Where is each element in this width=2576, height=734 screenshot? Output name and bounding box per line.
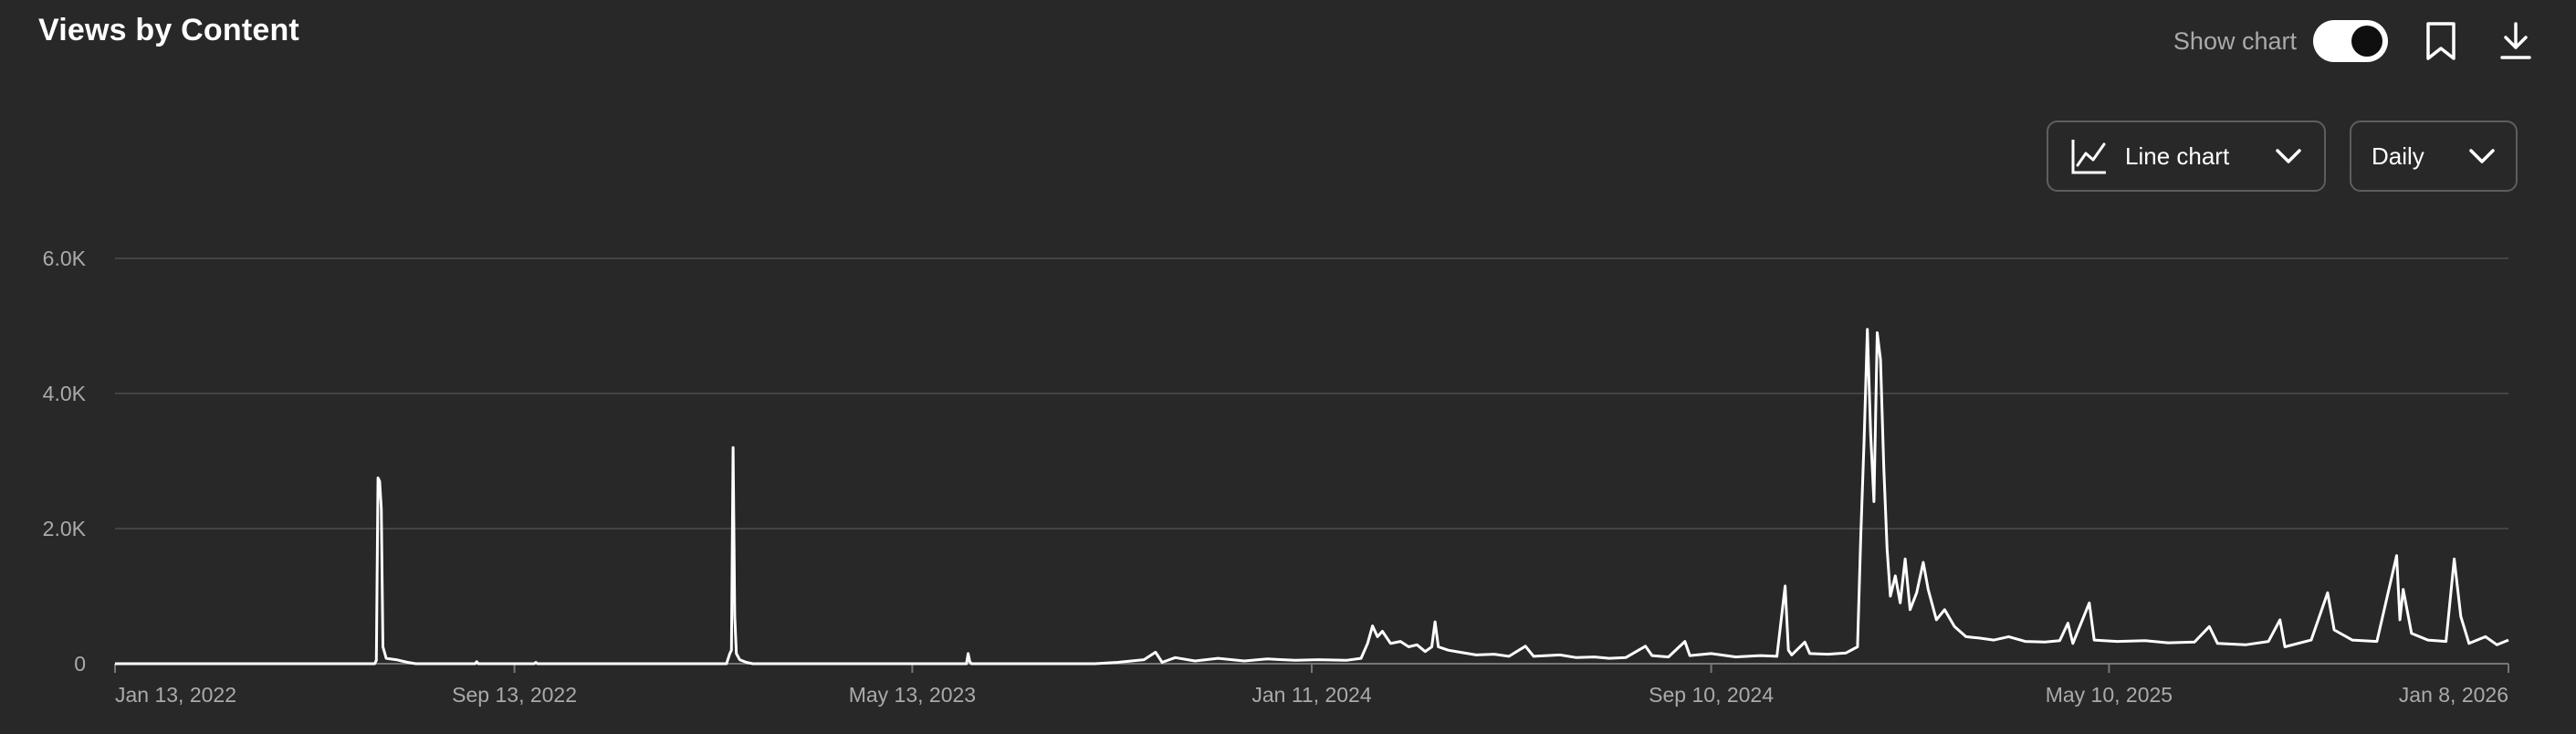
x-tick-label: Sep 13, 2022: [452, 683, 577, 707]
show-chart-toggle[interactable]: [2313, 20, 2388, 62]
period-label: Daily: [2372, 142, 2424, 170]
y-tick-label: 4.0K: [43, 382, 87, 405]
x-tick-label: Jan 8, 2026: [2399, 683, 2508, 707]
y-tick-label: 6.0K: [43, 246, 87, 270]
series-line: [115, 328, 2509, 666]
page-title: Views by Content: [38, 13, 299, 47]
chevron-down-icon: [2275, 147, 2302, 165]
chart-toolbar: Show chart: [2173, 15, 2538, 68]
chevron-down-icon: [2468, 147, 2496, 165]
chart-type-label: Line chart: [2125, 142, 2230, 170]
period-dropdown[interactable]: Daily: [2350, 121, 2518, 192]
download-button[interactable]: [2494, 19, 2538, 63]
show-chart-label: Show chart: [2173, 26, 2297, 55]
x-tick-label: Sep 10, 2024: [1649, 683, 1774, 707]
x-tick-label: Jan 11, 2024: [1251, 683, 1372, 707]
x-tick-label: May 13, 2023: [849, 683, 976, 707]
y-tick-label: 0: [74, 652, 86, 676]
toggle-knob: [2351, 26, 2382, 57]
show-chart-control: Show chart: [2173, 20, 2388, 62]
bookmark-button[interactable]: [2419, 19, 2463, 63]
download-icon: [2500, 22, 2531, 59]
x-tick-label: May 10, 2025: [2046, 683, 2173, 707]
bookmark-icon: [2426, 22, 2456, 60]
chart-type-dropdown[interactable]: Line chart: [2047, 121, 2326, 192]
x-tick-label: Jan 13, 2022: [115, 683, 236, 707]
line-chart-icon: [2071, 140, 2106, 174]
y-tick-label: 2.0K: [43, 517, 87, 540]
